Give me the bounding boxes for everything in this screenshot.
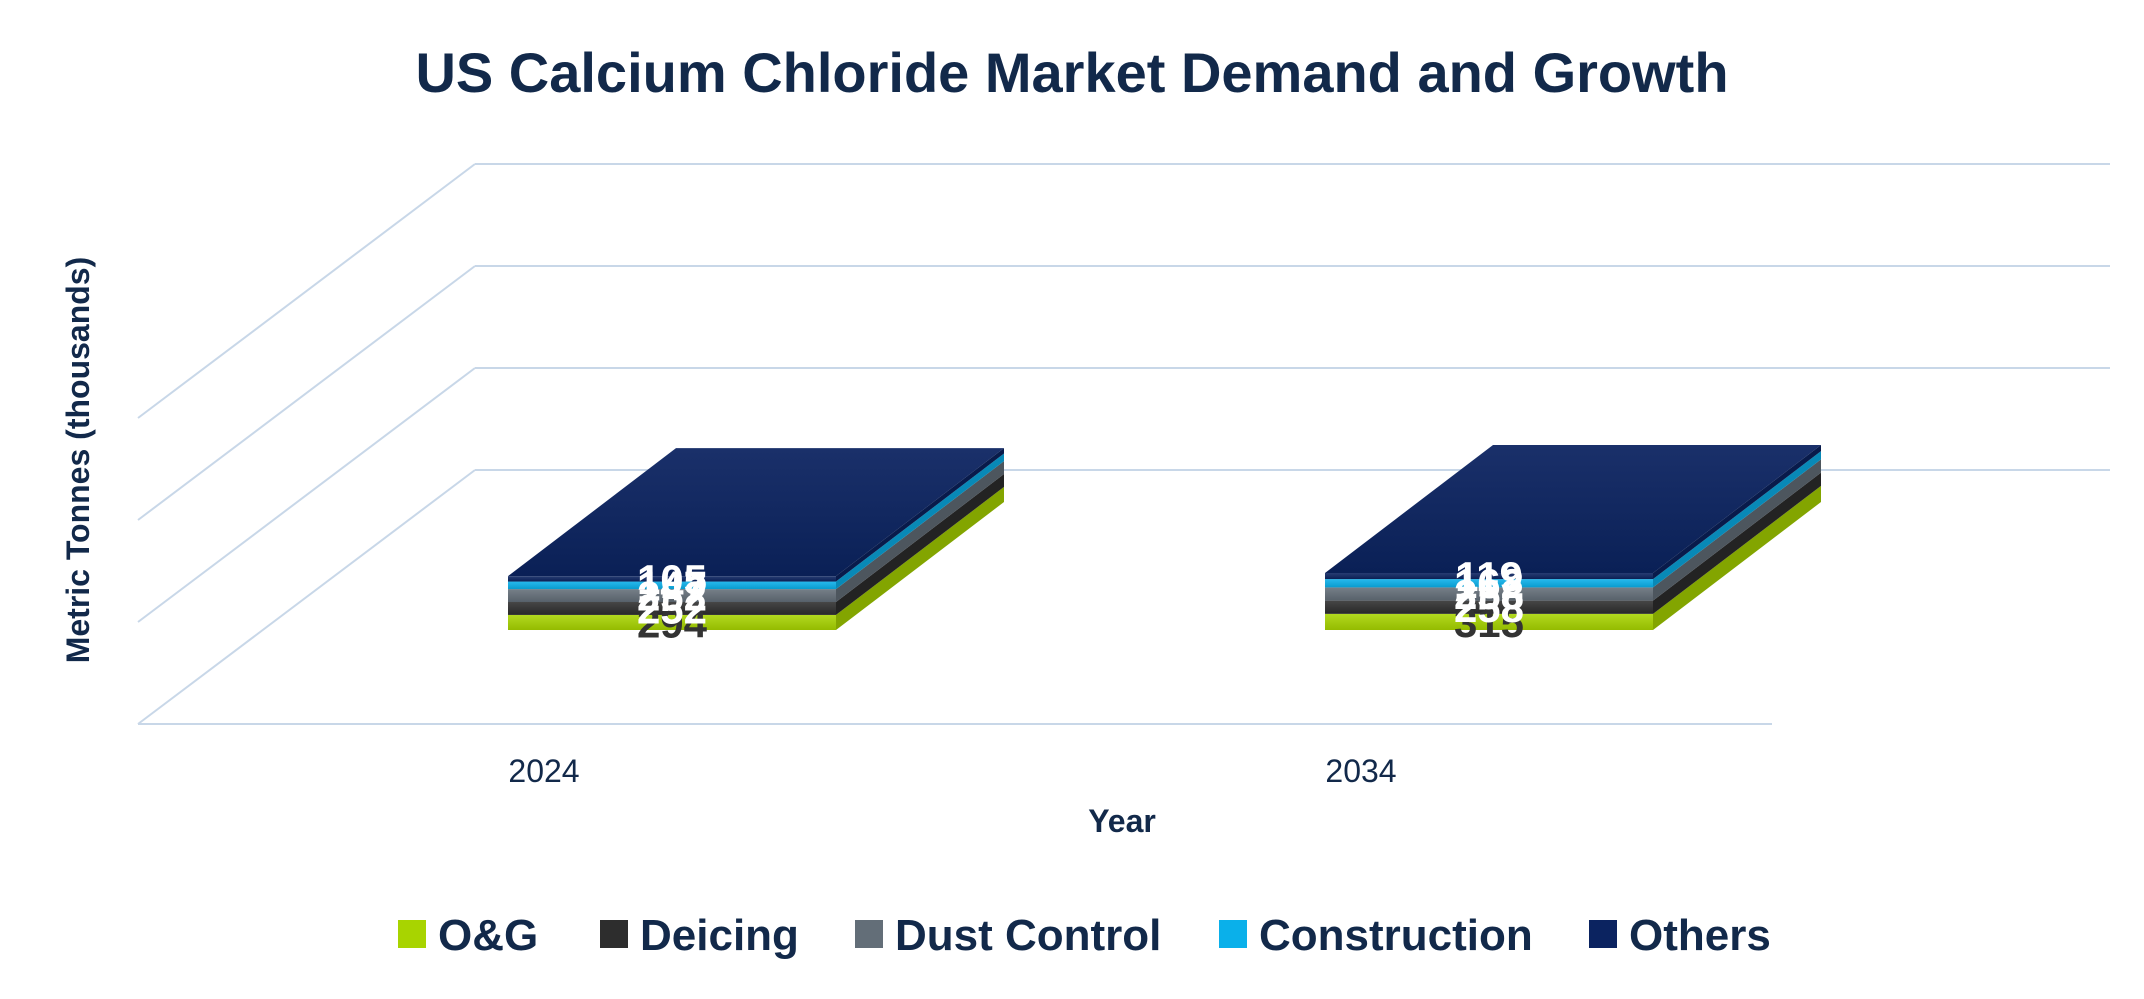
bar-front-construction-2034 [1325,579,1653,588]
data-label-dust-control-2034: 258 [1454,571,1524,618]
bar-front-o-g-2024 [508,614,836,630]
bar-side-construction-2024 [836,453,1004,590]
bar-front-others-2024 [508,576,836,582]
bar-side-deicing-2024 [836,474,1004,615]
side-gridline [137,163,476,419]
data-label-deicing-2024: 252 [637,585,707,632]
bar-top-2034 [1325,444,1821,573]
bar-side-others-2024 [836,448,1004,582]
bar-side-dust-control-2034 [1653,459,1821,601]
legend-swatch-dust-control [855,920,883,948]
bar-side-o-g-2034 [1653,485,1821,630]
legend-label-others: Others [1629,911,1771,960]
y-axis-title: Metric Tonnes (thousands) [60,257,96,664]
gridlines [137,163,2110,725]
bar-front-dust-control-2024 [508,589,836,603]
data-label-construction-2024: 147 [637,562,707,609]
legend-swatch-o-g [398,920,426,948]
bar-front-dust-control-2034 [1325,587,1653,601]
legend-swatch-construction [1219,920,1247,948]
data-label-o-g-2034: 315 [1454,599,1524,646]
legend-label-construction: Construction [1259,911,1533,960]
bar-front-others-2034 [1325,572,1653,580]
x-tick-labels: 2024 2034 [508,753,1396,789]
legend-item-deicing: Deicing [600,911,799,960]
legend-swatch-others [1589,920,1617,948]
bar-front-construction-2024 [508,581,836,590]
bar-top-2024 [508,448,1004,577]
legend-item-dust-control: Dust Control [855,911,1161,960]
legend-label-o-g: O&G [438,911,538,960]
data-label-deicing-2034: 258 [1454,584,1524,631]
bar-side-construction-2034 [1653,451,1821,588]
legend-swatch-deicing [600,920,628,948]
bar-side-dust-control-2024 [836,461,1004,603]
data-label-others-2024: 105 [637,556,707,603]
bar-front-deicing-2034 [1325,600,1653,614]
bar-side-others-2034 [1653,444,1821,580]
legend-label-dust-control: Dust Control [895,911,1161,960]
bar-front-deicing-2024 [508,602,836,615]
data-label-o-g-2024: 294 [637,599,708,646]
x-tick-label-2024: 2024 [508,753,579,789]
legend-item-construction: Construction [1219,911,1533,960]
side-gridline [137,469,476,725]
bar-side-deicing-2034 [1653,472,1821,614]
data-label-others-2034: 119 [1455,553,1523,600]
data-label-dust-control-2024: 252 [637,573,707,620]
side-gridline [137,265,476,521]
legend: O&G Deicing Dust Control Construction Others [398,911,1771,960]
bar-side-o-g-2024 [836,486,1004,630]
chart-title: US Calcium Chloride Market Demand and Gr… [415,41,1728,104]
data-label-construction-2034: 162 [1454,560,1524,607]
legend-item-o-g: O&G [398,911,538,960]
legend-item-others: Others [1589,911,1771,960]
bars [508,444,1821,630]
bar-front-o-g-2034 [1325,613,1653,630]
x-axis-title: Year [1088,803,1156,839]
legend-label-deicing: Deicing [640,911,799,960]
side-gridline [137,367,476,623]
x-tick-label-2034: 2034 [1325,753,1396,789]
